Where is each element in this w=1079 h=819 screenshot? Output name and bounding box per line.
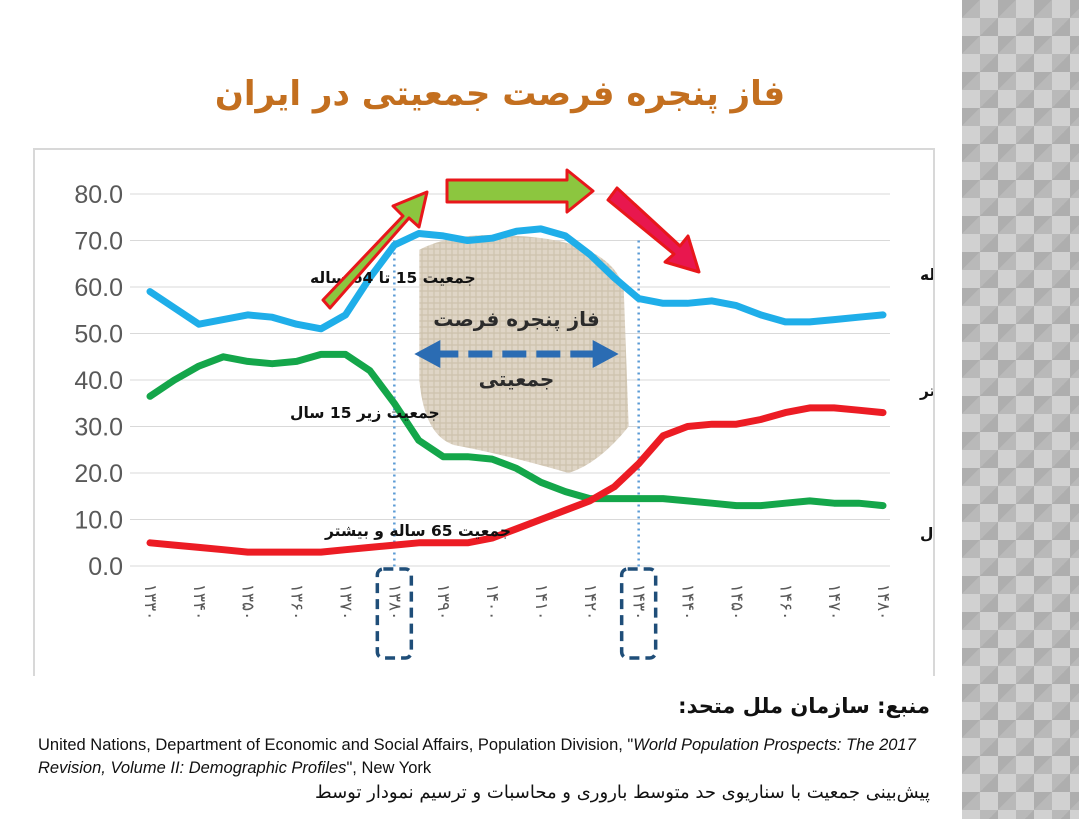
x-tick-label: ۱۳۹۰ <box>433 584 453 621</box>
series-line-over65 <box>146 404 887 556</box>
x-tick-label: ۱۳۸۰ <box>384 584 404 621</box>
slide-side-pattern <box>962 0 1079 819</box>
y-tick-label: 0.0 <box>88 553 123 581</box>
x-tick-label: ۱۴۲۰ <box>580 584 600 621</box>
source-citation-part2: ", New York <box>346 759 432 777</box>
y-tick-label: 30.0 <box>74 414 123 442</box>
source-citation: United Nations, Department of Economic a… <box>38 734 938 780</box>
year-highlight-box <box>375 567 414 660</box>
x-tick-label: ۱۳۴۰ <box>189 584 209 621</box>
double-arrow-head-right <box>592 340 619 368</box>
y-tick-label: 50.0 <box>74 321 123 349</box>
y-tick-label: 10.0 <box>74 507 123 535</box>
x-tick-label: ۱۴۸۰ <box>873 584 893 621</box>
y-tick-label: 70.0 <box>74 228 123 256</box>
arrow-falling <box>606 186 701 274</box>
x-tick-label: ۱۴۶۰ <box>775 584 795 621</box>
x-tick-label: ۱۳۳۰ <box>140 584 160 621</box>
x-tick-label: ۱۴۳۰ <box>629 584 649 621</box>
source-citation-title: World Population Prospects: The 2017 Rev… <box>38 736 916 777</box>
y-tick-label: 40.0 <box>74 367 123 395</box>
x-tick-label: ۱۳۶۰ <box>287 584 307 621</box>
series-line-under15 <box>146 350 887 510</box>
series-line-age15_64 <box>146 225 887 333</box>
double-arrow-head-left <box>414 340 441 368</box>
y-tick-label: 80.0 <box>74 181 123 209</box>
y-tick-label: 60.0 <box>74 274 123 302</box>
label-over65-right: جمعیت 65 ساله و بیشتر <box>919 382 933 400</box>
label-under15-left: جمعیت زیر 15 سال <box>290 404 440 422</box>
slide: فاز پنجره فرصت جمعیتی در ایران 80.0 70.0 6… <box>33 74 938 803</box>
slide-title: فاز پنجره فرصت جمعیتی در ایران <box>214 74 786 114</box>
x-tick-label: ۱۳۵۰ <box>238 584 258 621</box>
x-tick-label: ۱۴۵۰ <box>726 584 746 621</box>
arrow-plateau <box>445 168 595 214</box>
label-over65-left: جمعیت 65 ساله و بیشتر <box>324 522 511 540</box>
line-chart: 80.0 70.0 60.0 50.0 40.0 30.0 20.0 10.0 0.0 ۱۳۳۰ ۱… <box>74 168 933 660</box>
label-age15-64-left: جمعیت 15 تا 64 ساله <box>310 269 476 287</box>
window-label-line1: فاز پنجره فرصت <box>433 307 599 332</box>
window-label-line2: جمعیتی <box>479 367 555 391</box>
arrow-rising <box>321 190 429 310</box>
source-heading: منبع: سازمان ملل متحد: <box>678 694 930 718</box>
x-tick-label: ۱۴۱۰ <box>531 584 551 621</box>
year-highlight-box <box>619 567 658 660</box>
label-under15-right: جمعیت زیر 15 سال <box>920 525 933 543</box>
x-tick-label: ۱۴۰۰ <box>482 584 502 621</box>
x-tick-label: ۱۴۴۰ <box>678 584 698 621</box>
x-tick-label: ۱۳۷۰ <box>335 584 355 621</box>
source-note: پیش‌بینی جمعیت با سناریوی حد متوسط بارور… <box>314 782 930 803</box>
chart-container: 80.0 70.0 60.0 50.0 40.0 30.0 20.0 10.0 0.0 ۱۳۳۰ ۱… <box>33 148 935 676</box>
label-age15-64-right: جمعیت 15 تا 64 ساله <box>920 266 933 284</box>
y-tick-label: 20.0 <box>74 460 123 488</box>
x-tick-label: ۱۴۷۰ <box>824 584 844 621</box>
source-citation-part1: United Nations, Department of Economic a… <box>38 736 634 754</box>
